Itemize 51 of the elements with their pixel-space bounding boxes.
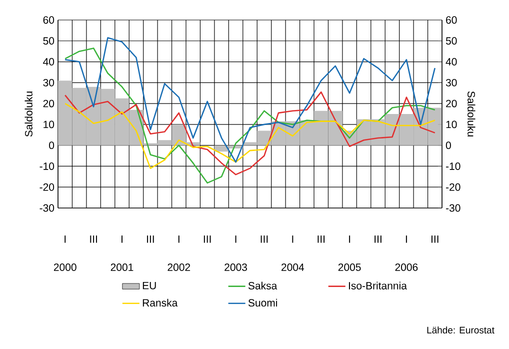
y2-axis-title: Saldoluku	[468, 91, 476, 136]
line-series	[64, 91, 436, 176]
x-tick-label: III	[374, 236, 382, 243]
y2-tick-label: 50	[446, 37, 457, 45]
legend-label: Ranska	[142, 298, 178, 307]
y-tick-label: 60	[43, 16, 54, 24]
y2-tick-label: 10	[446, 120, 457, 128]
legend-label: Suomi	[248, 298, 278, 307]
text: 2005	[338, 264, 361, 271]
y-tick-label: 20	[43, 100, 54, 108]
y2-tick-label: 40	[446, 58, 457, 66]
y2-tick-label: 60	[446, 16, 457, 24]
y2-tick-label: -10	[446, 162, 460, 170]
legend-label: Saksa	[248, 282, 278, 290]
line-series	[64, 48, 436, 184]
x-tick-label: I	[292, 236, 294, 243]
x-tick-label: III	[260, 236, 268, 243]
x-tick-label: I	[349, 236, 350, 243]
y-tick-label: 10	[44, 120, 54, 128]
x-tick-label: III	[90, 236, 97, 243]
x-tick-label: I	[235, 236, 236, 243]
y-tick-label: 0	[49, 142, 54, 150]
y2-tick-label: -20	[446, 183, 460, 191]
x-tick-label: III	[147, 236, 154, 243]
text: 2003	[224, 264, 247, 271]
y-tick-label: -10	[40, 162, 54, 170]
y2-tick-label: 0	[446, 142, 451, 150]
y2-tick-label: 30	[446, 78, 457, 86]
text: Lähde: Eurostat	[427, 326, 494, 334]
x-tick-label: III	[431, 236, 438, 243]
text: 2001	[110, 264, 134, 271]
text: 2000	[54, 264, 76, 271]
y-tick-label: 40	[43, 58, 54, 66]
y2-tick-label: -30	[446, 204, 460, 212]
x-tick-label: I	[406, 236, 407, 243]
legend-label: EU	[142, 282, 156, 290]
x-tick-label: III	[204, 236, 211, 243]
y-tick-label: 50	[43, 37, 54, 45]
line-series	[64, 37, 436, 163]
x-tick-label: I	[64, 236, 66, 243]
y-tick-label: -20	[40, 183, 54, 191]
x-tick-label: I	[178, 236, 180, 243]
text: 2006	[395, 264, 418, 271]
y-tick-label: 30	[43, 78, 54, 86]
y2-tick-label: 20	[446, 100, 457, 108]
text: 2002	[168, 264, 190, 271]
x-tick-label: III	[318, 236, 325, 243]
text: 2004	[282, 264, 304, 271]
y-axis-title: Saldoluku	[24, 92, 32, 137]
legend-label: Iso-Britannia	[348, 282, 407, 290]
y-tick-label: -30	[40, 204, 54, 212]
